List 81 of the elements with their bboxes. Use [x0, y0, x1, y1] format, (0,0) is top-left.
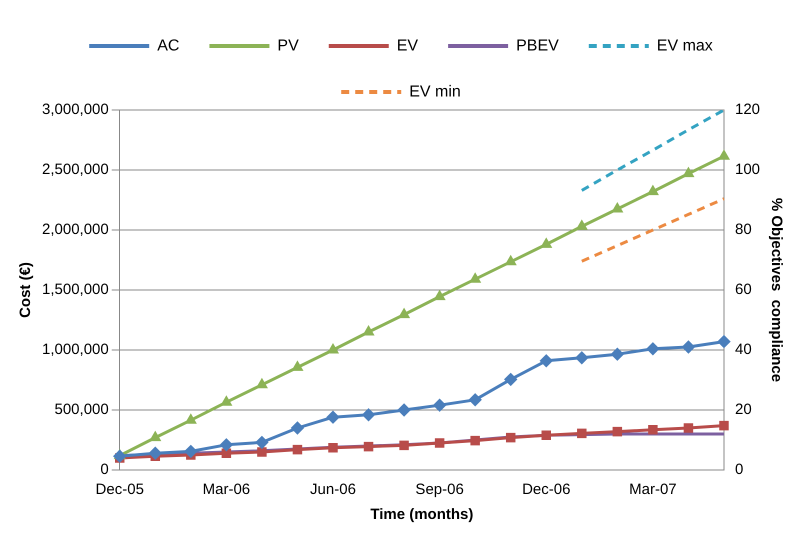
point	[468, 393, 482, 406]
point	[434, 290, 446, 300]
point	[327, 344, 339, 354]
point	[682, 340, 695, 354]
point	[257, 447, 267, 457]
point	[612, 426, 622, 436]
x-axis-title: Time (months)	[370, 506, 474, 524]
x-tick-label: Jun-06	[310, 481, 356, 498]
point	[362, 408, 376, 422]
y-tick-label: 3,000,000	[42, 101, 109, 118]
point	[719, 420, 729, 430]
point	[684, 423, 694, 433]
line-series	[580, 110, 726, 192]
y-tick-label: 1,500,000	[42, 281, 109, 298]
x-tick-label: Dec-06	[522, 481, 570, 498]
legend-label: PBEV	[516, 37, 560, 54]
point	[505, 255, 516, 266]
y-tick-label: 500,000	[54, 401, 109, 418]
point	[255, 436, 268, 449]
line-series	[580, 197, 726, 263]
point	[290, 422, 304, 434]
y-axis-title: Cost (€)	[17, 262, 34, 318]
y2-tick-label: 40	[734, 341, 752, 358]
point	[717, 335, 730, 348]
y-tick-label: 1,000,000	[42, 341, 109, 358]
point	[292, 360, 304, 371]
y2-tick-label: 20	[734, 401, 752, 418]
point	[576, 220, 588, 230]
point	[646, 342, 660, 356]
point	[148, 446, 162, 460]
point	[575, 351, 588, 364]
y2-tick-label: 100	[734, 161, 760, 178]
point	[185, 414, 197, 424]
point	[610, 348, 624, 361]
point	[540, 354, 553, 368]
point	[362, 326, 374, 336]
point	[398, 404, 411, 416]
legend-label: PV	[277, 37, 300, 54]
point	[612, 202, 624, 212]
point	[542, 430, 551, 440]
legend-label: AC	[157, 37, 180, 54]
point	[682, 167, 694, 178]
x-tick-label: Sep-06	[415, 481, 464, 498]
point	[399, 440, 409, 450]
point	[647, 185, 659, 196]
y-tick-label: 0	[100, 461, 109, 478]
y2-tick-label: 120	[734, 101, 760, 118]
y2-axis-title: % Objectives compliance	[768, 198, 785, 382]
point	[540, 238, 552, 248]
point	[184, 444, 198, 458]
y-tick-label: 2,000,000	[42, 221, 109, 238]
x-tick-label: Dec-05	[96, 481, 144, 498]
point	[504, 372, 518, 386]
point	[577, 428, 587, 438]
point	[256, 378, 268, 388]
point	[364, 442, 374, 452]
point	[326, 410, 340, 424]
y2-tick-label: 0	[734, 461, 744, 478]
point	[150, 431, 161, 442]
legend-label: EV max	[656, 37, 713, 54]
y2-tick-label: 80	[734, 221, 752, 238]
point	[648, 425, 658, 435]
point	[506, 432, 516, 442]
point	[292, 444, 302, 454]
point	[113, 450, 126, 463]
x-tick-label: Mar-06	[202, 481, 250, 498]
point	[398, 308, 410, 318]
point	[718, 150, 730, 160]
point	[220, 438, 233, 452]
y2-tick-label: 60	[734, 281, 752, 298]
point	[470, 436, 480, 446]
point	[433, 398, 446, 412]
point	[222, 448, 232, 458]
point	[469, 272, 481, 283]
x-tick-label: Mar-07	[629, 481, 677, 498]
point	[220, 396, 232, 406]
point	[328, 443, 338, 453]
point	[434, 438, 444, 448]
legend-label: EV min	[409, 83, 461, 100]
y-tick-label: 2,500,000	[42, 161, 109, 178]
legend-label: EV	[396, 37, 418, 54]
